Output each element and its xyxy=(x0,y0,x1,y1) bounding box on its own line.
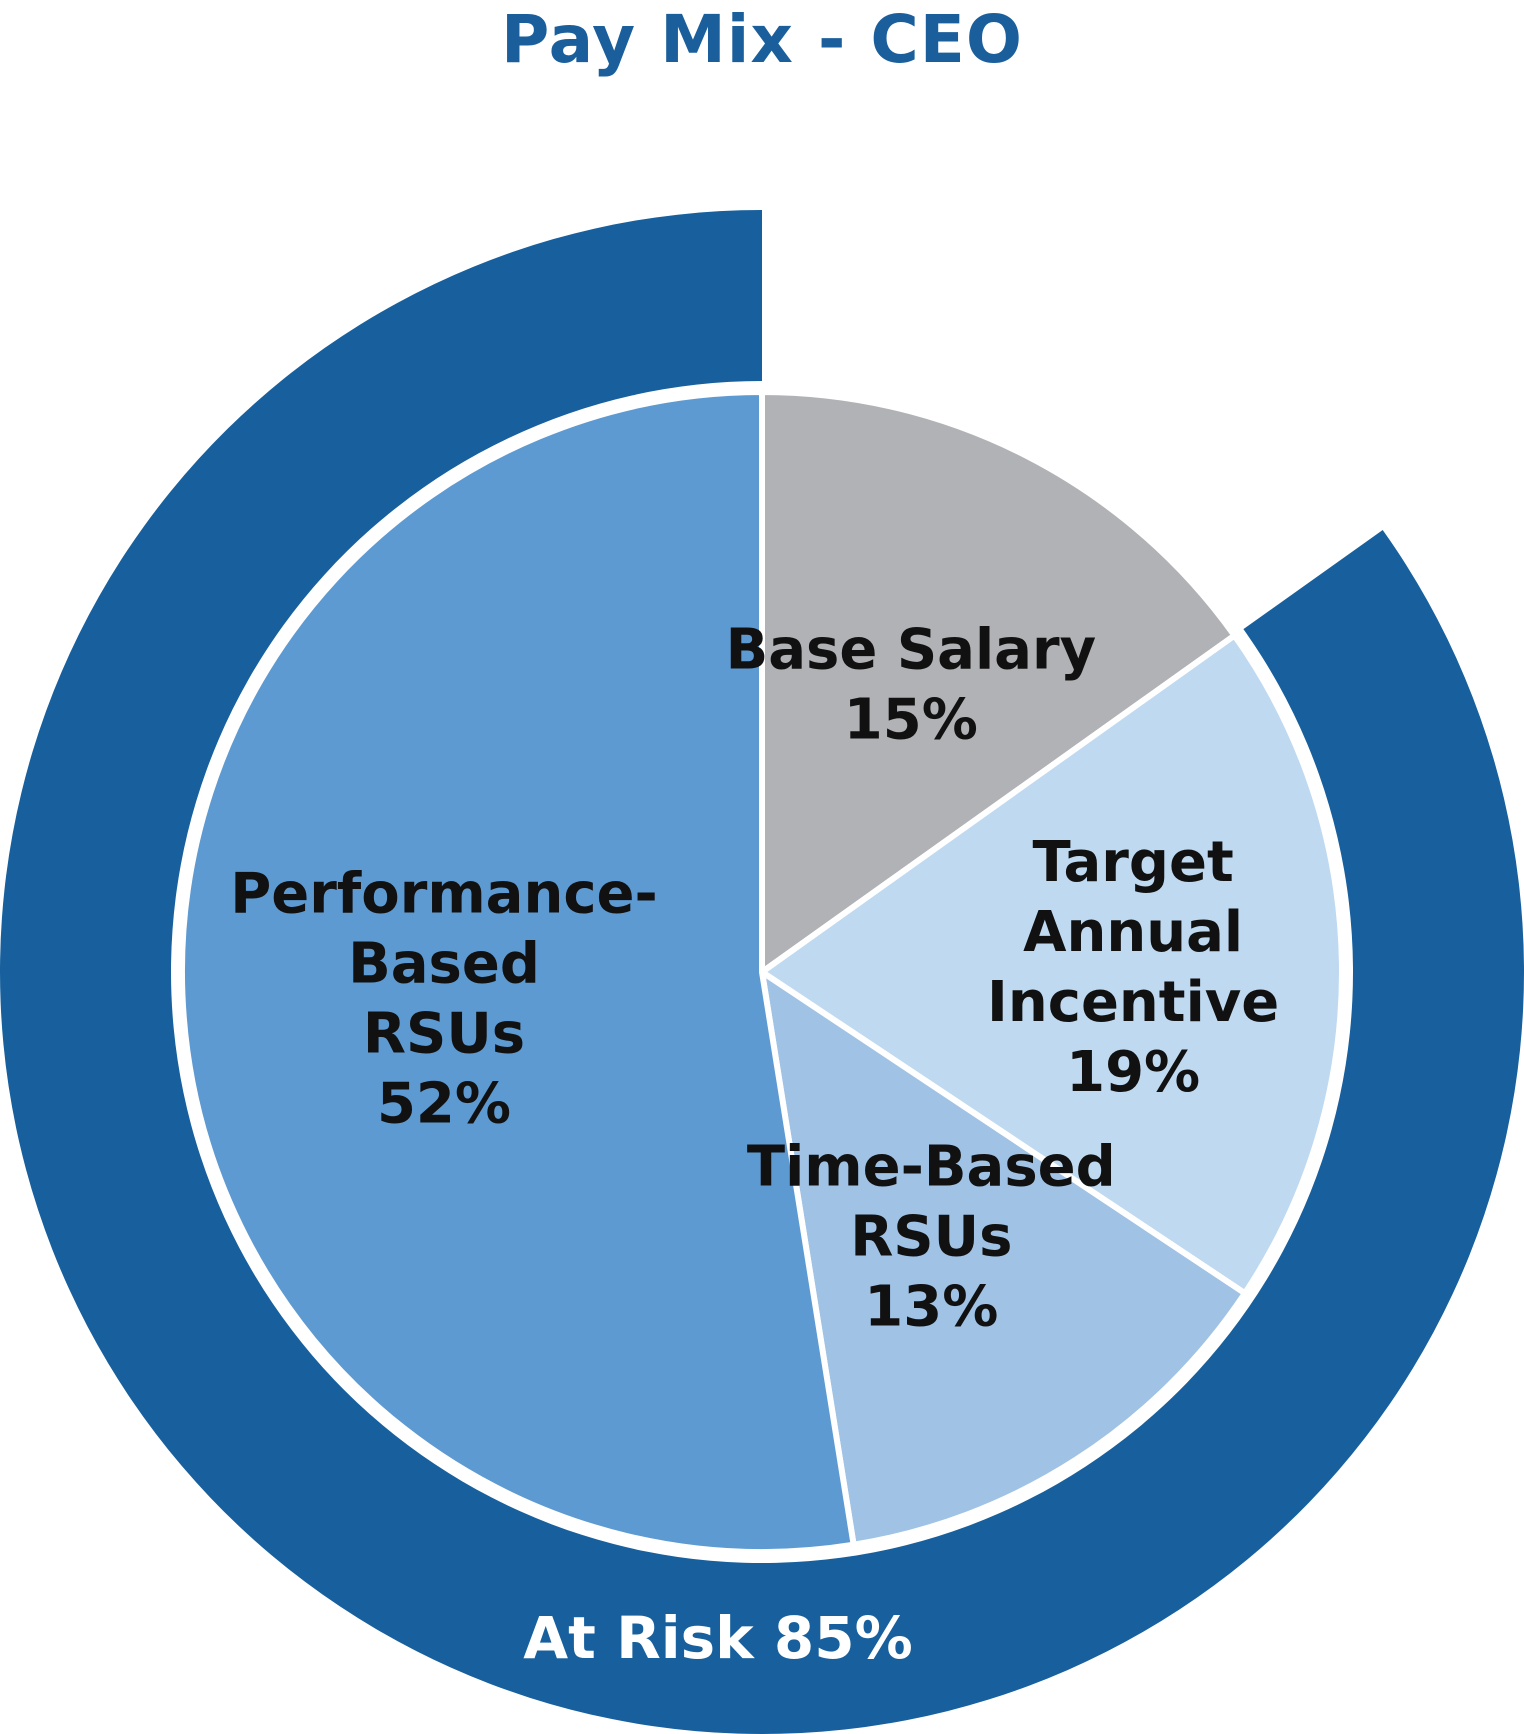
pie-slice-4 xyxy=(179,388,858,1555)
at-risk-label: At Risk 85% xyxy=(523,1604,912,1672)
slice-label-1: Base Salary 15% xyxy=(726,617,1097,752)
slice-label-3: Time-Based RSUs 13% xyxy=(747,1134,1116,1339)
pie-slice-2 xyxy=(756,631,1345,1298)
chart-title: Pay Mix - CEO xyxy=(501,1,1023,78)
pie-slice-1 xyxy=(759,388,1239,978)
slice-label-4: Performance-Based RSUs 52% xyxy=(230,861,658,1136)
slice-label-2: Target Annual Incentive 19% xyxy=(987,830,1279,1105)
pie-slice-3 xyxy=(757,965,1250,1549)
